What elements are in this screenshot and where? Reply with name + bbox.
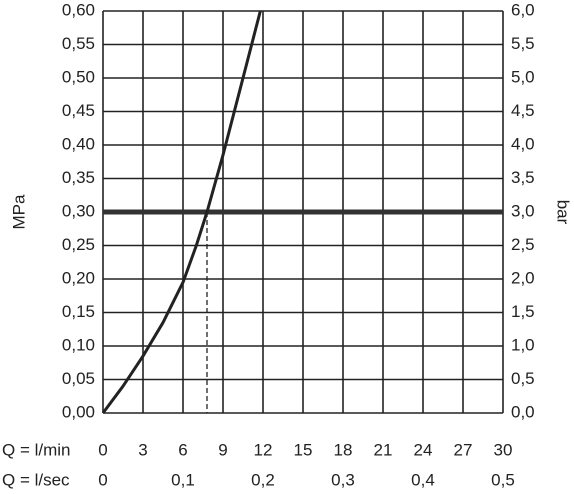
- x-tick-label: 24: [414, 440, 433, 459]
- x-tick-label: 27: [454, 440, 473, 459]
- y2-tick-label: 6,0: [511, 0, 535, 19]
- y-tick-label: 0,30: [62, 201, 95, 220]
- y-tick-label: 0,60: [62, 0, 95, 19]
- y2-tick-label: 4,5: [511, 101, 535, 120]
- y-tick-label: 0,55: [62, 34, 95, 53]
- y-tick-label: 0,20: [62, 268, 95, 287]
- x-tick-label: 15: [294, 440, 313, 459]
- y2-tick-label: 3,5: [511, 168, 535, 187]
- y-tick-label: 0,00: [62, 402, 95, 421]
- x2-tick-label: 0,4: [411, 470, 435, 489]
- curve: [101, 10, 262, 414]
- y-tick-label: 0,45: [62, 101, 95, 120]
- x-tick-label: 21: [374, 440, 393, 459]
- x-tick-label: 30: [494, 440, 513, 459]
- x-tick-label: 12: [254, 440, 273, 459]
- y2-tick-label: 4,0: [511, 134, 535, 153]
- y2-tick-label: 1,5: [511, 302, 535, 321]
- x-tick-label: 9: [218, 440, 227, 459]
- x-tick-label: 0: [98, 440, 107, 459]
- x-tick-label: 18: [334, 440, 353, 459]
- y-tick-label: 0,15: [62, 302, 95, 321]
- x-axis-label: Q = l/min: [2, 440, 71, 459]
- y2-tick-label: 0,5: [511, 369, 535, 388]
- y-tick-label: 0,05: [62, 369, 95, 388]
- x2-axis-label: Q = l/sec: [2, 470, 70, 489]
- y-axis-label: MPa: [9, 194, 28, 230]
- x2-tick-label: 0,1: [171, 470, 195, 489]
- x-tick-label: 3: [138, 440, 147, 459]
- y2-tick-label: 2,5: [511, 235, 535, 254]
- y2-tick-label: 5,0: [511, 67, 535, 86]
- y2-axis-label: bar: [554, 200, 573, 225]
- x2-tick-label: 0,5: [491, 470, 515, 489]
- y2-tick-label: 1,0: [511, 335, 535, 354]
- y-tick-label: 0,40: [62, 134, 95, 153]
- x2-tick-label: 0,2: [251, 470, 275, 489]
- y-tick-label: 0,10: [62, 335, 95, 354]
- y2-tick-label: 0,0: [511, 402, 535, 421]
- y-tick-label: 0,50: [62, 67, 95, 86]
- x2-tick-label: 0,3: [331, 470, 355, 489]
- x2-tick-label: 0: [98, 470, 107, 489]
- y2-tick-label: 3,0: [511, 201, 535, 220]
- x-tick-label: 6: [178, 440, 187, 459]
- y2-tick-label: 5,5: [511, 34, 535, 53]
- y-tick-label: 0,35: [62, 168, 95, 187]
- y-tick-label: 0,25: [62, 235, 95, 254]
- y2-tick-label: 2,0: [511, 268, 535, 287]
